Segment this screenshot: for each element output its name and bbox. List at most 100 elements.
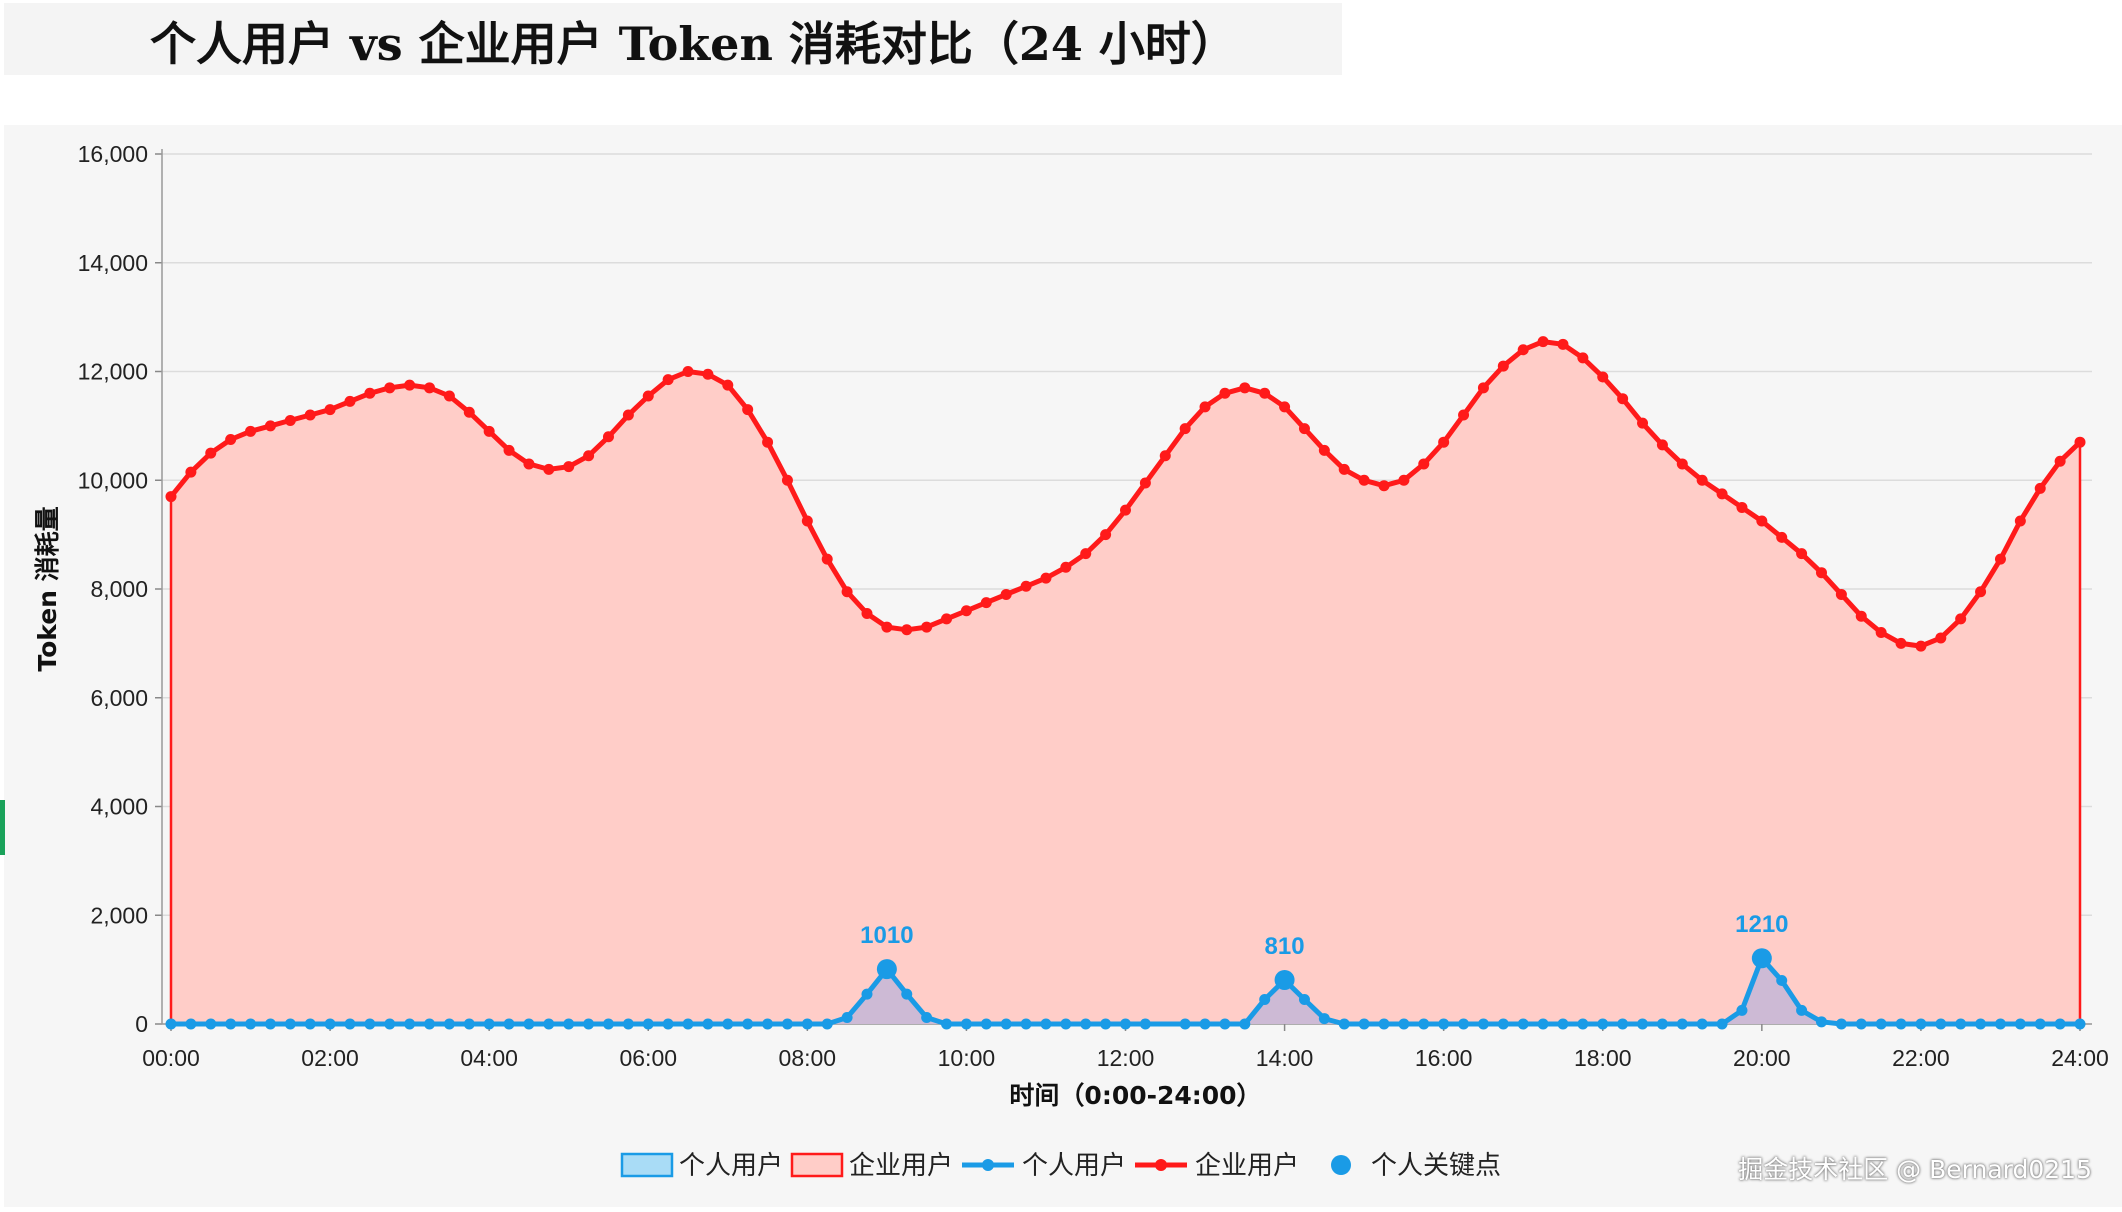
personal-point [1120, 1018, 1131, 1030]
enterprise-point [1060, 561, 1072, 573]
enterprise-point [443, 390, 455, 402]
enterprise-point [642, 390, 654, 402]
y-tick-label: 12,000 [78, 359, 148, 385]
x-tick-label: 06:00 [619, 1045, 677, 1071]
personal-point [662, 1018, 674, 1030]
x-tick-label: 24:00 [2051, 1045, 2109, 1071]
personal-point [1696, 1018, 1708, 1030]
personal-point [1895, 1018, 1907, 1030]
personal-point [344, 1018, 356, 1030]
personal-point [1557, 1018, 1569, 1030]
personal-point [762, 1018, 774, 1030]
y-tick-label: 0 [135, 1011, 148, 1037]
personal-point [1477, 1018, 1489, 1030]
left-accent-bar [0, 800, 5, 855]
enterprise-point [781, 474, 793, 486]
personal-point [1776, 975, 1788, 986]
enterprise-point [801, 515, 813, 527]
personal-point [424, 1018, 436, 1030]
personal-point [742, 1018, 754, 1030]
personal-point [1219, 1018, 1231, 1030]
y-axis-title: Token 消耗量 [33, 506, 62, 671]
enterprise-point [424, 382, 436, 394]
enterprise-point [384, 382, 396, 394]
personal-point [1597, 1018, 1609, 1030]
enterprise-point [1000, 588, 1012, 600]
enterprise-point [185, 466, 197, 478]
x-tick-label: 18:00 [1574, 1045, 1632, 1071]
chart-title: 个人用户 vs 企业用户 Token 消耗对比（24 小时） [150, 17, 1237, 71]
x-tick-label: 00:00 [142, 1045, 200, 1071]
personal-point [702, 1018, 714, 1030]
enterprise-point [165, 491, 177, 503]
personal-point [1199, 1018, 1211, 1030]
personal-point [1875, 1018, 1887, 1030]
personal-point [245, 1018, 257, 1030]
enterprise-point [324, 404, 336, 416]
personal-point [1139, 1018, 1151, 1030]
personal-point [901, 988, 913, 1000]
personal-point [1458, 1018, 1470, 1030]
x-tick-label: 14:00 [1256, 1045, 1314, 1071]
personal-point [1955, 1018, 1967, 1030]
enterprise-point [304, 409, 316, 421]
personal-point [1537, 1018, 1549, 1030]
personal-point [821, 1018, 833, 1030]
personal-point [980, 1018, 992, 1030]
personal-point [1935, 1018, 1947, 1030]
title-band [4, 3, 1342, 75]
enterprise-point [1318, 444, 1330, 456]
personal-point [404, 1018, 416, 1030]
enterprise-point [1259, 387, 1271, 399]
enterprise-point [2074, 436, 2086, 448]
personal-point [284, 1018, 296, 1030]
personal-point [384, 1018, 396, 1030]
legend-swatch-personal-area [620, 1152, 674, 1178]
legend-swatch-key-points [1331, 1155, 1351, 1175]
personal-point [801, 1018, 813, 1030]
personal-point [1398, 1018, 1410, 1030]
personal-point [1915, 1018, 1927, 1030]
enterprise-point [1199, 401, 1211, 413]
personal-point [165, 1018, 177, 1030]
enterprise-point [841, 586, 853, 598]
personal-point [1517, 1018, 1529, 1030]
personal-point [1000, 1018, 1012, 1030]
enterprise-point [1776, 531, 1788, 543]
y-tick-label: 8,000 [90, 576, 148, 602]
personal-point [622, 1018, 634, 1030]
enterprise-point [1656, 439, 1668, 451]
personal-point [1716, 1018, 1728, 1030]
enterprise-point [1338, 463, 1350, 475]
personal-point [443, 1018, 455, 1030]
enterprise-point [1080, 548, 1092, 560]
enterprise-point [1935, 632, 1947, 644]
enterprise-point [1378, 480, 1390, 492]
key-point-label: 810 [1265, 933, 1305, 960]
enterprise-point [1975, 586, 1987, 598]
enterprise-point [1179, 423, 1191, 435]
enterprise-point [1557, 338, 1569, 350]
enterprise-point [1696, 474, 1708, 486]
enterprise-point [1358, 474, 1370, 486]
personal-point [264, 1018, 276, 1030]
personal-point [1637, 1018, 1649, 1030]
enterprise-point [622, 409, 634, 421]
x-tick-label: 02:00 [301, 1045, 359, 1071]
personal-point [2074, 1018, 2086, 1030]
personal-point [205, 1018, 217, 1030]
personal-point [563, 1018, 575, 1030]
personal-point [682, 1018, 694, 1030]
enterprise-point [861, 607, 873, 619]
enterprise-point [1159, 450, 1171, 462]
enterprise-point [1020, 580, 1032, 592]
x-tick-label: 08:00 [779, 1045, 837, 1071]
personal-point [2054, 1018, 2066, 1030]
enterprise-area [171, 341, 2080, 1025]
key-point [1274, 969, 1295, 990]
x-tick-label: 20:00 [1733, 1045, 1791, 1071]
enterprise-point [1915, 640, 1927, 652]
enterprise-point [941, 613, 953, 625]
personal-point [1994, 1018, 2006, 1030]
enterprise-point [1875, 627, 1887, 638]
